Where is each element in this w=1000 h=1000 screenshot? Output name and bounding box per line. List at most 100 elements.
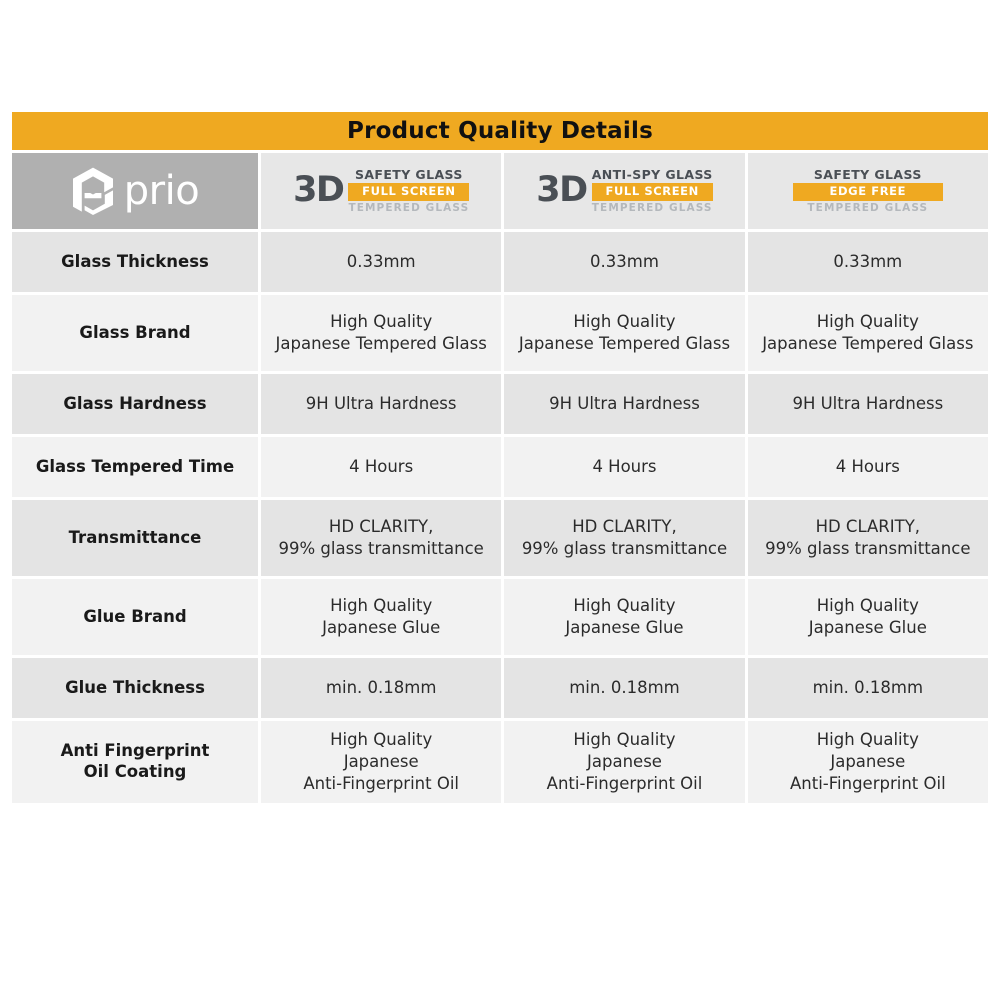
row-value-cell: 9H Ultra Hardness <box>747 374 988 434</box>
table-body: Glass Thickness 0.33mm 0.33mm 0.33mm Glass B… <box>12 232 988 803</box>
badge-3d-prefix: 3D <box>293 170 345 211</box>
row-value-cell: High Quality Japanese Anti-Fingerprint O… <box>504 721 745 803</box>
column-header-3d-safety-glass: 3D SAFETY GLASS FULL SCREEN TEMPERED GLA… <box>261 153 502 229</box>
row-label: Glass Brand <box>79 322 191 342</box>
row-value-cell: min. 0.18mm <box>747 658 988 718</box>
row-label: Anti Fingerprint Oil Coating <box>60 741 210 781</box>
row-value-cell: High Quality Japanese Glue <box>504 579 745 655</box>
row-value: 9H Ultra Hardness <box>792 394 944 414</box>
brand-logo-cell: prio <box>12 153 258 229</box>
table-row: Glass Thickness 0.33mm 0.33mm 0.33mm <box>12 232 988 292</box>
badge-line-highlight: EDGE FREE <box>792 183 943 201</box>
row-value: High Quality Japanese Tempered Glass <box>518 312 731 353</box>
row-label-cell: Glass Tempered Time <box>12 437 258 497</box>
row-value-cell: min. 0.18mm <box>504 658 745 718</box>
row-value-cell: 4 Hours <box>747 437 988 497</box>
row-value: 4 Hours <box>835 457 900 477</box>
row-value: min. 0.18mm <box>812 678 924 698</box>
table-row: Glass Hardness 9H Ultra Hardness 9H Ultra … <box>12 374 988 434</box>
row-value: min. 0.18mm <box>325 678 437 698</box>
table-header-row: prio 3D SAFETY GLASS FULL SCREEN TEMPERE… <box>12 153 988 229</box>
row-value-cell: High Quality Japanese Anti-Fingerprint O… <box>747 721 988 803</box>
column-header-safety-glass-edge-free: SAFETY GLASS EDGE FREE TEMPERED GLASS <box>747 153 988 229</box>
comparison-table: Product Quality Details prio 3D <box>12 112 988 803</box>
row-value-cell: 0.33mm <box>504 232 745 292</box>
row-value: High Quality Japanese Anti-Fingerprint O… <box>789 730 946 793</box>
badge-3d-prefix: 3D <box>536 170 588 211</box>
row-value: High Quality Japanese Anti-Fingerprint O… <box>303 730 459 793</box>
badge-line-top: SAFETY GLASS <box>354 166 463 182</box>
row-label-cell: Glass Hardness <box>12 374 258 434</box>
product-badge: 3D SAFETY GLASS FULL SCREEN TEMPERED GLA… <box>293 166 470 214</box>
row-label: Glue Brand <box>83 606 187 626</box>
table-title-bar: Product Quality Details <box>12 112 988 150</box>
row-value: min. 0.18mm <box>569 678 680 698</box>
row-value: High Quality Japanese Anti-Fingerprint O… <box>546 730 703 793</box>
row-value: 4 Hours <box>592 457 657 477</box>
row-value-cell: 4 Hours <box>261 437 502 497</box>
row-value: High Quality Japanese Tempered Glass <box>762 312 974 353</box>
product-badge: SAFETY GLASS EDGE FREE TEMPERED GLASS <box>792 166 943 214</box>
row-value: HD CLARITY, 99% glass transmittance <box>765 517 971 558</box>
badge-line-highlight: FULL SCREEN <box>348 183 470 201</box>
badge-line-bottom: TEMPERED GLASS <box>807 201 929 214</box>
row-value-cell: High Quality Japanese Anti-Fingerprint O… <box>261 721 502 803</box>
row-label-cell: Anti Fingerprint Oil Coating <box>12 721 258 803</box>
badge-line-bottom: TEMPERED GLASS <box>591 201 713 214</box>
table-row: Transmittance HD CLARITY, 99% glass trans… <box>12 500 988 576</box>
brand-lockup: prio <box>71 167 200 215</box>
product-badge: 3D ANTI-SPY GLASS FULL SCREEN TEMPERED G… <box>536 166 713 214</box>
badge-text-stack: SAFETY GLASS EDGE FREE TEMPERED GLASS <box>792 166 943 214</box>
badge-text-stack: ANTI-SPY GLASS FULL SCREEN TEMPERED GLAS… <box>591 166 713 214</box>
row-value-cell: 0.33mm <box>261 232 502 292</box>
row-value-cell: HD CLARITY, 99% glass transmittance <box>261 500 502 576</box>
row-value-cell: 9H Ultra Hardness <box>261 374 502 434</box>
row-value: 9H Ultra Hardness <box>549 394 700 414</box>
row-value: High Quality Japanese Glue <box>808 596 927 637</box>
row-label: Glass Tempered Time <box>35 456 235 476</box>
page-title: Product Quality Details <box>347 117 653 144</box>
row-value: 0.33mm <box>833 252 903 272</box>
row-value-cell: 4 Hours <box>504 437 745 497</box>
table-row: Glass Brand High Quality Japanese Tempere… <box>12 295 988 371</box>
row-value: High Quality Japanese Glue <box>322 596 441 637</box>
badge-text-stack: SAFETY GLASS FULL SCREEN TEMPERED GLASS <box>348 166 470 214</box>
row-value-cell: min. 0.18mm <box>261 658 502 718</box>
column-header-3d-anti-spy-glass: 3D ANTI-SPY GLASS FULL SCREEN TEMPERED G… <box>504 153 745 229</box>
row-value-cell: High Quality Japanese Tempered Glass <box>261 295 502 371</box>
prio-hexagon-logo-icon <box>72 167 113 215</box>
table-row: Anti Fingerprint Oil Coating High Quality… <box>12 721 988 803</box>
table-row: Glue Thickness min. 0.18mm min. 0.18mm min.… <box>12 658 988 718</box>
row-label: Glass Thickness <box>61 251 209 271</box>
row-value-cell: High Quality Japanese Tempered Glass <box>504 295 745 371</box>
brand-wordmark: prio <box>123 168 200 214</box>
row-value-cell: High Quality Japanese Glue <box>261 579 502 655</box>
row-value: HD CLARITY, 99% glass transmittance <box>278 517 484 558</box>
row-value-cell: High Quality Japanese Tempered Glass <box>747 295 988 371</box>
row-value-cell: HD CLARITY, 99% glass transmittance <box>504 500 745 576</box>
row-label-cell: Glue Thickness <box>12 658 258 718</box>
table-row: Glass Tempered Time 4 Hours 4 Hours 4 Hours <box>12 437 988 497</box>
row-value: 0.33mm <box>346 252 416 272</box>
row-value-cell: HD CLARITY, 99% glass transmittance <box>747 500 988 576</box>
badge-line-highlight: FULL SCREEN <box>591 183 713 201</box>
row-value: HD CLARITY, 99% glass transmittance <box>521 517 728 558</box>
row-value-cell: 9H Ultra Hardness <box>504 374 745 434</box>
row-value: High Quality Japanese Glue <box>565 596 684 637</box>
table-row: Glue Brand High Quality Japanese Glue High… <box>12 579 988 655</box>
row-label-cell: Glass Thickness <box>12 232 258 292</box>
row-value: 0.33mm <box>590 252 659 272</box>
row-label-cell: Transmittance <box>12 500 258 576</box>
row-value-cell: High Quality Japanese Glue <box>747 579 988 655</box>
row-label-cell: Glue Brand <box>12 579 258 655</box>
badge-line-top: ANTI-SPY GLASS <box>591 166 713 182</box>
row-label: Glass Hardness <box>63 393 207 413</box>
row-label: Glue Thickness <box>65 677 205 697</box>
row-value: High Quality Japanese Tempered Glass <box>275 312 487 353</box>
row-label-cell: Glass Brand <box>12 295 258 371</box>
row-value: 9H Ultra Hardness <box>305 394 457 414</box>
badge-line-top: SAFETY GLASS <box>813 166 922 182</box>
row-value: 4 Hours <box>349 457 414 477</box>
row-label: Transmittance <box>68 527 202 547</box>
